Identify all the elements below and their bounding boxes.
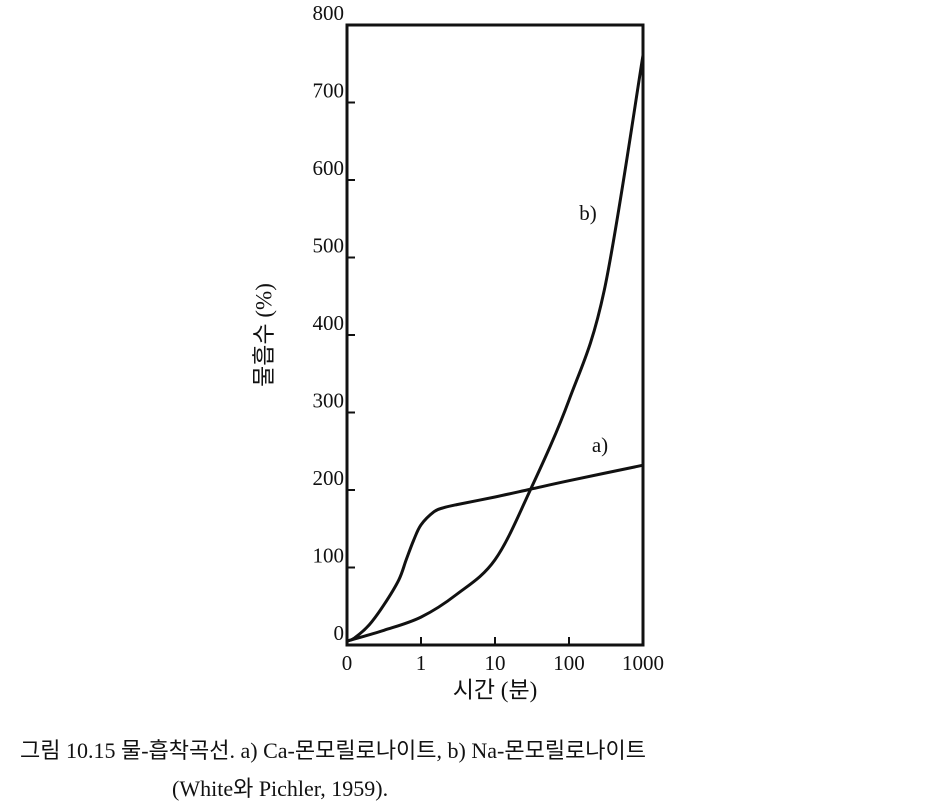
x-tick-label: 100 [553,651,585,675]
y-tick-label: 400 [313,311,345,335]
caption-line: (White와 Pichler, 1959). [172,776,388,801]
x-tick-label: 1000 [622,651,664,675]
y-tick-label: 600 [313,156,345,180]
y-axis-label: 물흡수 (%) [251,283,276,387]
caption-line: 그림 10.15 물-흡착곡선. a) Ca-몬모릴로나이트, b) Na-몬모… [20,738,646,763]
y-tick-label: 100 [313,543,345,567]
x-tick-label: 0 [342,651,353,675]
plot-frame [345,23,645,647]
data-line [346,54,645,643]
x-tick-label: 10 [485,651,506,675]
series-label: b) [579,201,597,225]
data-line [346,463,644,643]
x-tick-label: 1 [416,651,427,675]
series-label: a) [592,433,608,457]
y-tick-label: 0 [334,621,345,645]
x-axis-label: 시간 (분) [453,677,538,702]
y-tick-label: 300 [313,388,345,412]
y-tick-label: 800 [313,1,345,25]
y-tick-label: 500 [313,233,345,257]
y-tick-label: 200 [313,466,345,490]
y-tick-label: 700 [313,78,345,102]
